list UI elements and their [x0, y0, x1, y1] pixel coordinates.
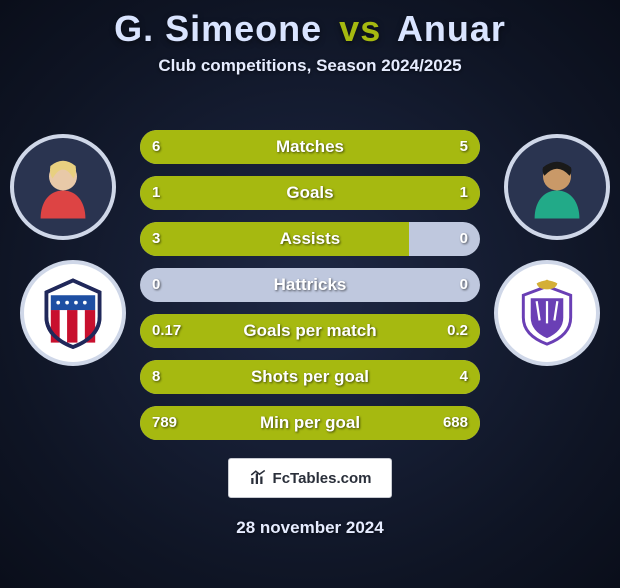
stat-label: Hattricks: [140, 268, 480, 302]
stat-value-left: 0.17: [152, 314, 181, 348]
stat-label: Min per goal: [140, 406, 480, 440]
stat-label: Goals: [140, 176, 480, 210]
stat-label: Assists: [140, 222, 480, 256]
stat-label: Goals per match: [140, 314, 480, 348]
player1-avatar: [10, 134, 116, 240]
stats-rows: Matches65Goals11Assists30Hattricks00Goal…: [140, 130, 480, 452]
club-crest-icon: [510, 276, 584, 350]
site-name: FcTables.com: [273, 470, 372, 487]
stat-value-right: 688: [443, 406, 468, 440]
stat-value-left: 789: [152, 406, 177, 440]
club2-badge: [494, 260, 600, 366]
page-title: G. Simeone vs Anuar: [0, 8, 620, 50]
stat-value-right: 0.2: [447, 314, 468, 348]
stat-row: Assists3 0: [140, 222, 480, 256]
stat-value-right: 0: [460, 268, 468, 302]
club-crest-icon: [36, 276, 110, 350]
stat-row: Shots per goal8 4: [140, 360, 480, 394]
person-icon: [28, 152, 98, 222]
chart-icon: [249, 469, 267, 487]
subtitle: Club competitions, Season 2024/2025: [0, 56, 620, 76]
stat-value-left: 6: [152, 130, 160, 164]
stat-row: Goals per match0.17 0.2: [140, 314, 480, 348]
stat-value-right: 1: [460, 176, 468, 210]
stat-row: Matches6 5: [140, 130, 480, 164]
stat-value-left: 3: [152, 222, 160, 256]
stat-label: Shots per goal: [140, 360, 480, 394]
stat-label: Matches: [140, 130, 480, 164]
player2-avatar: [504, 134, 610, 240]
site-badge[interactable]: FcTables.com: [228, 458, 392, 498]
player1-name: G. Simeone: [114, 8, 322, 49]
stat-value-right: 4: [460, 360, 468, 394]
club1-badge: [20, 260, 126, 366]
stat-row: Min per goal789 688: [140, 406, 480, 440]
stat-row: Hattricks0 0: [140, 268, 480, 302]
stat-row: Goals1 1: [140, 176, 480, 210]
stat-value-left: 0: [152, 268, 160, 302]
person-icon: [522, 152, 592, 222]
stat-value-left: 1: [152, 176, 160, 210]
date-label: 28 november 2024: [0, 518, 620, 538]
stat-value-left: 8: [152, 360, 160, 394]
vs-label: vs: [339, 8, 381, 49]
stat-value-right: 0: [460, 222, 468, 256]
stat-value-right: 5: [460, 130, 468, 164]
player2-name: Anuar: [397, 8, 506, 49]
